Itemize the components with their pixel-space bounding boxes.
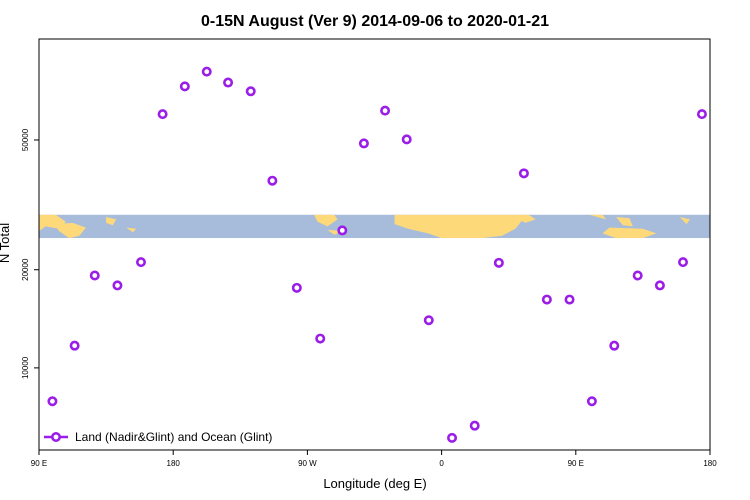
data-point xyxy=(337,225,348,236)
x-axis: 90 E 180 90 W 0 90 E 180 xyxy=(31,450,717,468)
land-shape xyxy=(53,222,86,239)
data-point xyxy=(469,420,480,431)
data-point xyxy=(89,270,100,281)
data-point xyxy=(380,105,391,116)
x-tick-label: 180 xyxy=(167,459,181,468)
world-map-band xyxy=(39,214,710,239)
land-shape xyxy=(126,227,137,233)
legend: Land (Nadir&Glint) and Ocean (Glint) xyxy=(44,430,272,444)
data-point xyxy=(493,257,504,268)
y-axis-label: N Total xyxy=(0,223,12,263)
land-shape xyxy=(679,217,690,225)
data-point xyxy=(291,282,302,293)
data-point xyxy=(157,109,168,120)
data-point xyxy=(654,280,665,291)
data-point xyxy=(69,340,80,351)
data-point xyxy=(632,270,643,281)
x-tick-label: 90 E xyxy=(568,459,584,468)
data-point xyxy=(47,396,58,407)
land-shape xyxy=(589,214,606,220)
plot-frame xyxy=(38,38,711,451)
data-point xyxy=(564,294,575,305)
data-point xyxy=(609,340,620,351)
legend-label: Land (Nadir&Glint) and Ocean (Glint) xyxy=(75,430,272,444)
land-shape xyxy=(106,217,117,226)
land-shape xyxy=(508,214,536,223)
data-point xyxy=(423,315,434,326)
data-point xyxy=(541,294,552,305)
data-point xyxy=(447,432,458,443)
x-axis-label: Longitude (deg E) xyxy=(323,476,426,491)
y-axis: 10000 20000 50000 xyxy=(21,128,39,379)
data-point xyxy=(696,109,707,120)
y-tick-label: 50000 xyxy=(21,128,30,151)
data-point xyxy=(112,280,123,291)
ocean-band xyxy=(39,214,710,239)
data-point xyxy=(586,396,597,407)
data-point xyxy=(201,66,212,77)
y-tick-label: 10000 xyxy=(21,356,30,379)
data-point xyxy=(135,257,146,268)
x-tick-label: 90 E xyxy=(31,459,47,468)
land-shape xyxy=(602,227,657,239)
legend-marker xyxy=(50,431,61,442)
x-tick-label: 90 W xyxy=(298,459,317,468)
data-point xyxy=(223,77,234,88)
x-tick-label: 0 xyxy=(439,459,444,468)
data-point xyxy=(518,168,529,179)
data-point xyxy=(678,257,689,268)
land-shape xyxy=(394,214,523,239)
data-point xyxy=(267,175,278,186)
data-point xyxy=(358,138,369,149)
x-tick-label: 180 xyxy=(703,459,717,468)
y-tick-label: 20000 xyxy=(21,258,30,281)
land-shape xyxy=(314,214,338,227)
data-point xyxy=(315,333,326,344)
data-points xyxy=(47,66,707,443)
chart-title: 0-15N August (Ver 9) 2014-09-06 to 2020-… xyxy=(201,13,549,30)
data-point xyxy=(401,134,412,145)
data-point xyxy=(179,81,190,92)
data-point xyxy=(245,86,256,97)
land-shape xyxy=(616,217,633,227)
